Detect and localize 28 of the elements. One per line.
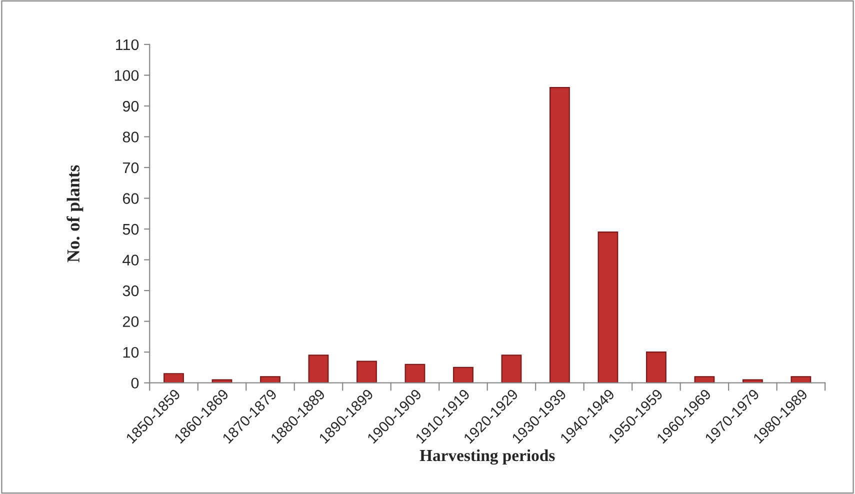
y-tick-label: 30 [122,285,139,296]
y-tick-label: 20 [122,316,139,328]
bar [694,376,715,383]
y-tick-label: 40 [122,254,139,266]
y-tick-label: 90 [122,100,139,112]
bar [404,364,426,383]
y-tick-label: 100 [114,70,139,81]
bar [212,379,232,383]
y-tick-label: 60 [122,193,139,204]
bar [646,352,666,383]
y-tick-label: 50 [122,224,139,235]
bar [790,376,812,383]
bar [356,360,377,383]
y-tick-label: 0 [131,378,139,389]
bar [742,379,763,383]
bar [164,373,184,383]
bar [453,366,474,383]
bar [260,376,280,383]
bar [308,354,329,383]
y-tick-label: 80 [122,132,139,142]
bar [598,232,618,383]
y-tick-label: 10 [123,346,139,358]
x-axis-title: Harvesting periods [420,449,555,465]
y-tick-label: 110 [116,39,139,50]
bar [550,86,570,383]
y-axis-title: No. of plants [66,165,84,262]
bar [501,354,522,383]
y-tick-label: 70 [123,162,139,174]
